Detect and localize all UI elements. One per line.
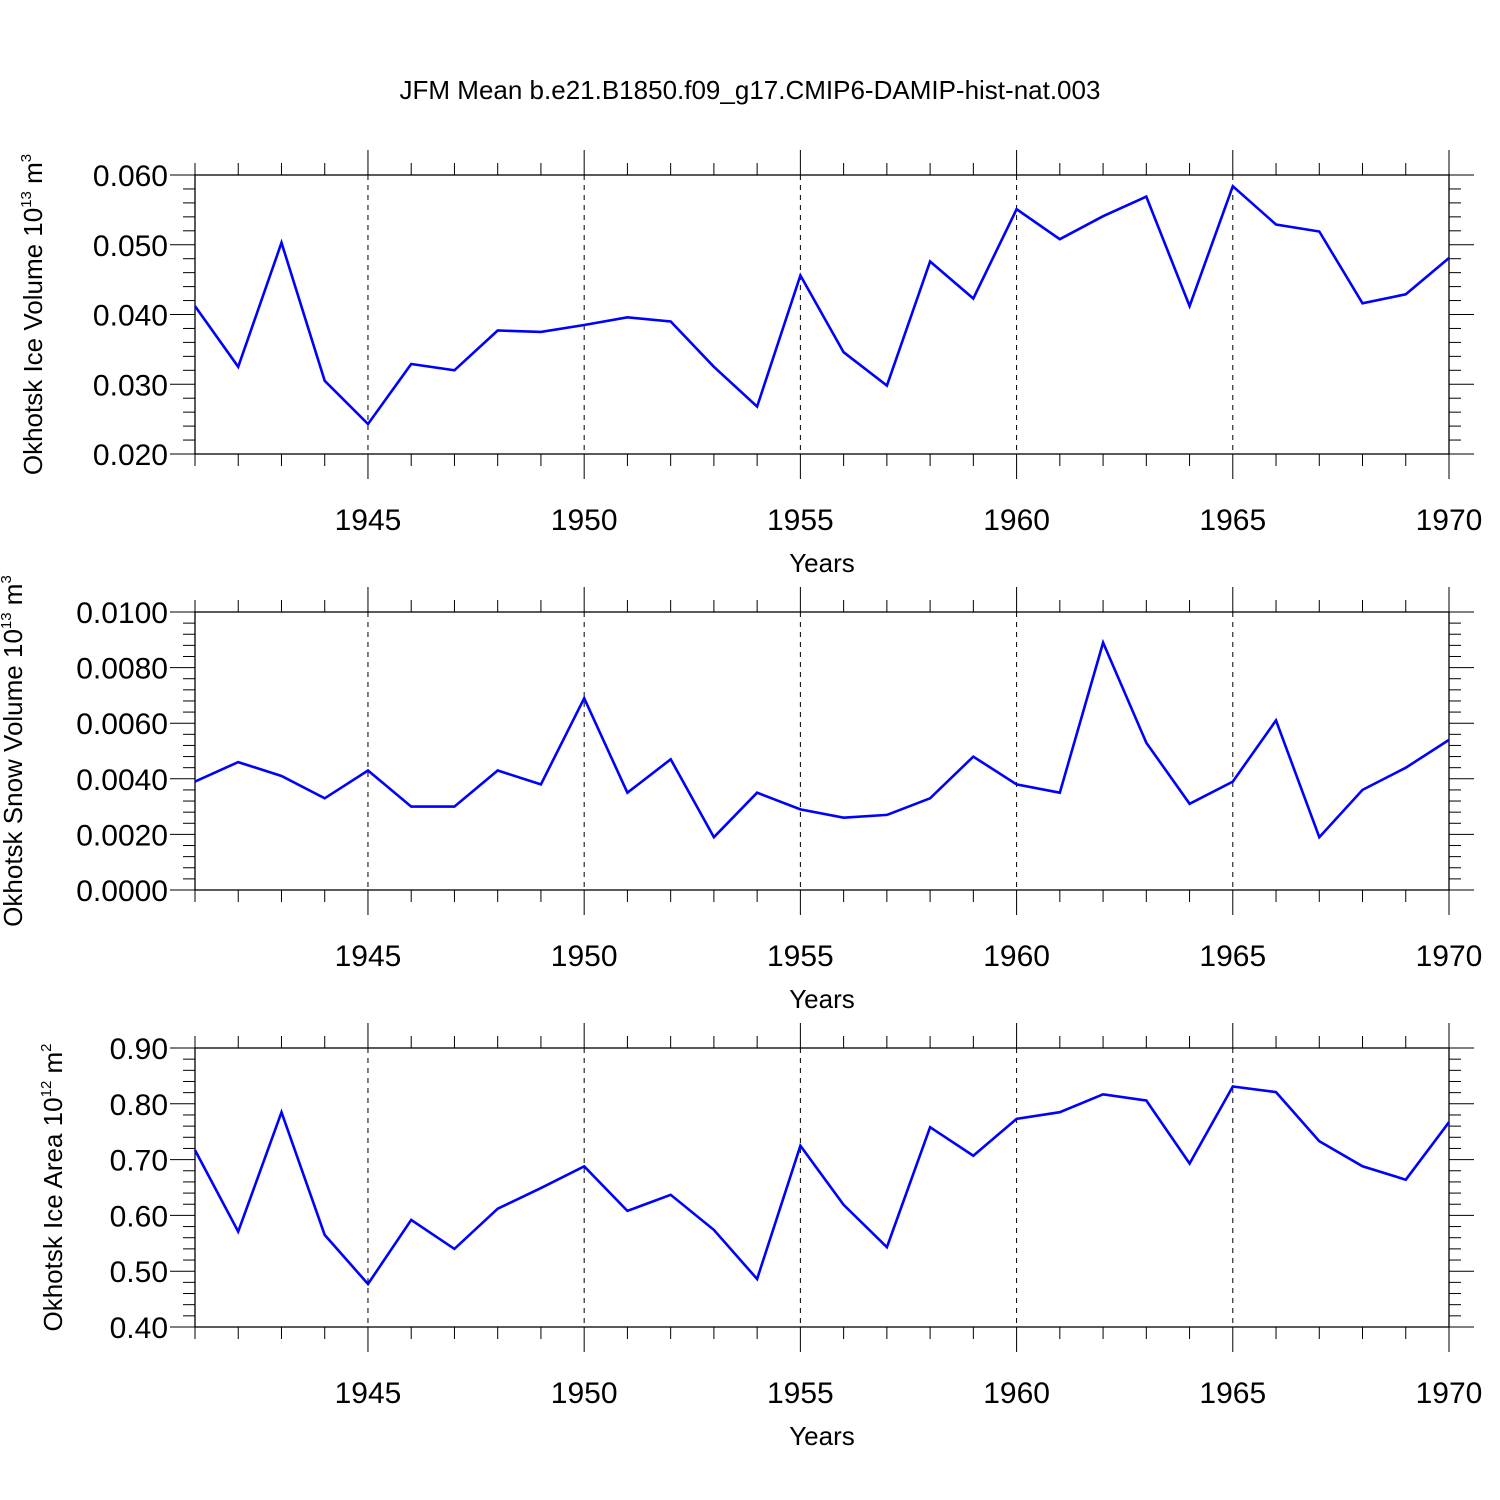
y-tick-label: 0.0060 <box>76 708 168 741</box>
plot-frame <box>194 611 1450 891</box>
series-line <box>193 1085 1451 1287</box>
y-tick-label: 0.020 <box>93 439 168 472</box>
y-tick-label: 0.80 <box>110 1089 168 1122</box>
y-tick-label: 0.0080 <box>76 653 168 686</box>
y-tick-label: 0.040 <box>93 300 168 333</box>
x-tick-label: 1945 <box>335 504 402 537</box>
y-axis-label: Okhotsk Ice Area 1012 m2 <box>38 1043 68 1331</box>
series-line <box>193 183 1450 426</box>
x-axis-label: Years <box>789 548 855 578</box>
x-tick-label: 1945 <box>335 940 402 973</box>
series-line <box>194 638 1450 840</box>
x-tick-label: 1950 <box>551 504 618 537</box>
y-tick-label: 0.60 <box>110 1200 168 1233</box>
plot-frame <box>194 1047 1450 1328</box>
x-tick-label: 1965 <box>1199 940 1266 973</box>
y-tick-label: 0.50 <box>110 1256 168 1289</box>
x-axis-label: Years <box>789 1421 855 1451</box>
x-tick-label: 1965 <box>1199 1377 1266 1410</box>
y-tick-label: 0.0000 <box>76 875 168 908</box>
panel-2: 0.0000 0.0020 0.0040 0.0060 0.0080 0.0100 1945… <box>0 575 1482 1014</box>
x-tick-label: 1950 <box>551 1377 618 1410</box>
panel-1: 0.020 0.030 0.040 0.050 0.060 1945 1950 1955 196… <box>18 150 1482 578</box>
y-tick-label: 0.0020 <box>76 819 168 852</box>
panels: 0.020 0.030 0.040 0.050 0.060 1945 1950 1955 196… <box>0 150 1482 1451</box>
x-tick-label: 1945 <box>335 1377 402 1410</box>
x-tick-label: 1955 <box>767 1377 834 1410</box>
y-tick-label: 0.0100 <box>76 597 168 630</box>
x-tick-label: 1960 <box>983 940 1050 973</box>
x-tick-label: 1960 <box>983 504 1050 537</box>
y-axis-label: Okhotsk Snow Volume 1013 m3 <box>0 575 28 927</box>
y-tick-label: 0.060 <box>93 160 168 193</box>
x-tick-label: 1950 <box>551 940 618 973</box>
x-tick-label: 1970 <box>1416 940 1483 973</box>
x-tick-label: 1965 <box>1199 504 1266 537</box>
y-tick-label: 0.0040 <box>76 764 168 797</box>
x-tick-label: 1960 <box>983 1377 1050 1410</box>
x-tick-label: 1955 <box>767 504 834 537</box>
y-tick-label: 0.40 <box>110 1312 168 1345</box>
y-tick-label: 0.90 <box>110 1033 168 1066</box>
x-tick-label: 1970 <box>1416 504 1483 537</box>
chart-title: JFM Mean b.e21.B1850.f09_g17.CMIP6-DAMIP… <box>400 75 1101 105</box>
y-tick-label: 0.050 <box>93 230 168 263</box>
panel-3: 0.40 0.50 0.60 0.70 0.80 0.90 1945 1950 1955 1960… <box>38 1023 1482 1451</box>
y-tick-label: 0.030 <box>93 369 168 402</box>
x-axis-label: Years <box>789 984 855 1014</box>
x-tick-label: 1955 <box>767 940 834 973</box>
x-tick-label: 1970 <box>1416 1377 1483 1410</box>
y-tick-label: 0.70 <box>110 1145 168 1178</box>
y-axis-label: Okhotsk Ice Volume 1013 m3 <box>18 154 48 475</box>
